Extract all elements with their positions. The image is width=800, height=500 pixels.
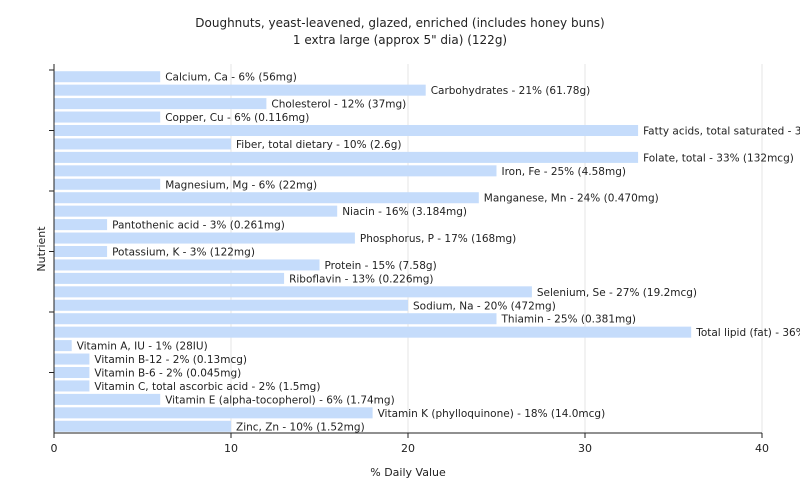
bar-0 [54,71,161,83]
x-tick-label-2: 20 [401,442,415,455]
bar-label-12: Phosphorus, P - 17% (168mg) [360,233,516,245]
bar-label-8: Magnesium, Mg - 6% (22mg) [165,179,317,191]
bar-label-4: Fatty acids, total saturated - 33% (6.63… [643,126,800,138]
bar-label-24: Vitamin E (alpha-tocopherol) - 6% (1.74m… [165,394,395,406]
bar-10 [54,205,338,217]
bar-label-13: Potassium, K - 3% (122mg) [112,247,255,259]
bar-label-1: Carbohydrates - 21% (61.78g) [431,85,591,97]
bar-2 [54,98,267,110]
bar-label-5: Fiber, total dietary - 10% (2.6g) [236,139,401,151]
bar-19 [54,326,692,338]
bar-label-17: Sodium, Na - 20% (472mg) [413,300,556,312]
x-axis-label: % Daily Value [370,466,446,479]
bar-14 [54,259,320,271]
bar-12 [54,232,355,244]
bar-layer: Calcium, Ca - 6% (56mg) Carbohydrates - 2… [54,71,800,433]
x-tick-label-3: 30 [578,442,592,455]
bar-11 [54,219,108,231]
bar-3 [54,111,161,123]
bar-26 [54,420,231,432]
bar-23 [54,380,90,392]
bar-label-18: Thiamin - 25% (0.381mg) [501,314,637,326]
bar-16 [54,286,532,298]
bar-label-0: Calcium, Ca - 6% (56mg) [165,72,297,84]
bar-7 [54,165,497,177]
x-tick-label-4: 40 [755,442,769,455]
x-tick-label-1: 10 [224,442,238,455]
bar-label-26: Zinc, Zn - 10% (1.52mg) [236,421,365,433]
bar-label-10: Niacin - 16% (3.184mg) [342,206,467,218]
y-axis-label: Nutrient [35,226,48,272]
bar-label-25: Vitamin K (phylloquinone) - 18% (14.0mcg… [378,408,606,420]
bar-8 [54,178,161,190]
bar-label-19: Total lipid (fat) - 36% (23.30g) [695,327,800,339]
bar-9 [54,192,479,204]
bar-label-6: Folate, total - 33% (132mcg) [643,152,794,164]
bar-24 [54,393,161,405]
bar-17 [54,299,408,311]
bar-15 [54,272,285,284]
bar-21 [54,353,90,365]
bar-25 [54,407,373,419]
bar-5 [54,138,231,150]
bar-6 [54,151,639,163]
bar-label-2: Cholesterol - 12% (37mg) [271,99,406,111]
bar-label-3: Copper, Cu - 6% (0.116mg) [165,112,309,124]
bar-label-16: Selenium, Se - 27% (19.2mcg) [537,287,697,299]
bar-label-11: Pantothenic acid - 3% (0.261mg) [112,220,285,232]
bar-label-22: Vitamin B-6 - 2% (0.045mg) [94,368,241,380]
bar-13 [54,245,108,258]
bar-label-23: Vitamin C, total ascorbic acid - 2% (1.5… [94,381,320,393]
chart-title: Doughnuts, yeast-leavened, glazed, enric… [195,16,604,30]
bar-label-7: Iron, Fe - 25% (4.58mg) [502,166,626,178]
bar-4 [54,124,639,137]
bar-18 [54,313,497,325]
bar-22 [54,366,90,379]
bar-1 [54,84,426,96]
bar-label-21: Vitamin B-12 - 2% (0.13mcg) [94,354,247,366]
axis-layer: 0 10 20 30 40 [49,64,769,455]
bar-20 [54,340,72,352]
bar-label-15: Riboflavin - 13% (0.226mg) [289,273,433,285]
x-tick-label-0: 0 [51,442,58,455]
bar-label-20: Vitamin A, IU - 1% (28IU) [77,341,208,353]
bar-label-14: Protein - 15% (7.58g) [325,260,437,272]
bar-label-9: Manganese, Mn - 24% (0.470mg) [484,193,659,205]
chart-subtitle: 1 extra large (approx 5" dia) (122g) [293,33,507,47]
